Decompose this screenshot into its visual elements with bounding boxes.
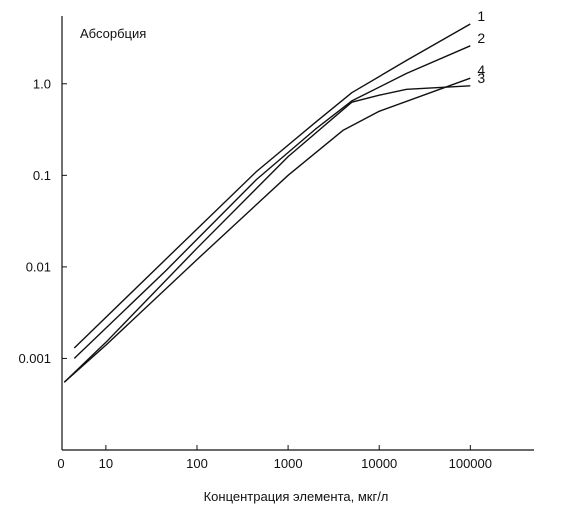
y-axis-title: Абсорбция [80,26,146,41]
series-labels: 1 2 34 [477,8,485,86]
y-tick-label: 1.0 [33,76,51,91]
x-tick-label: 10 [99,456,113,471]
series-label-3: 3 [477,70,485,86]
chart-axes [61,16,534,451]
y-tick-label: 0.01 [26,259,51,274]
y-tick-label: 0.1 [33,168,51,183]
x-tick-label: 100000 [449,456,492,471]
series-line-3 [63,85,471,383]
series-line-1 [73,23,471,349]
x-tick-label: 1000 [274,456,303,471]
series-line-4 [63,77,471,383]
y-tick-label: 0.001 [18,351,51,366]
x-tick-label: 100 [186,456,208,471]
origin-label: 0 [57,456,64,471]
y-ticks: 0.001 0.01 0.1 1.0 [18,76,67,366]
series-label-1: 1 [477,8,485,24]
x-axis-title: Концентрация элемента, мкг/л [204,489,389,504]
x-ticks: 10 100 1000 10000 100000 [99,445,492,471]
series-line-2 [73,45,471,359]
x-tick-label: 10000 [361,456,397,471]
series-lines [63,23,471,383]
series-label-4: 4 [477,62,485,78]
series-label-2: 2 [477,30,485,46]
